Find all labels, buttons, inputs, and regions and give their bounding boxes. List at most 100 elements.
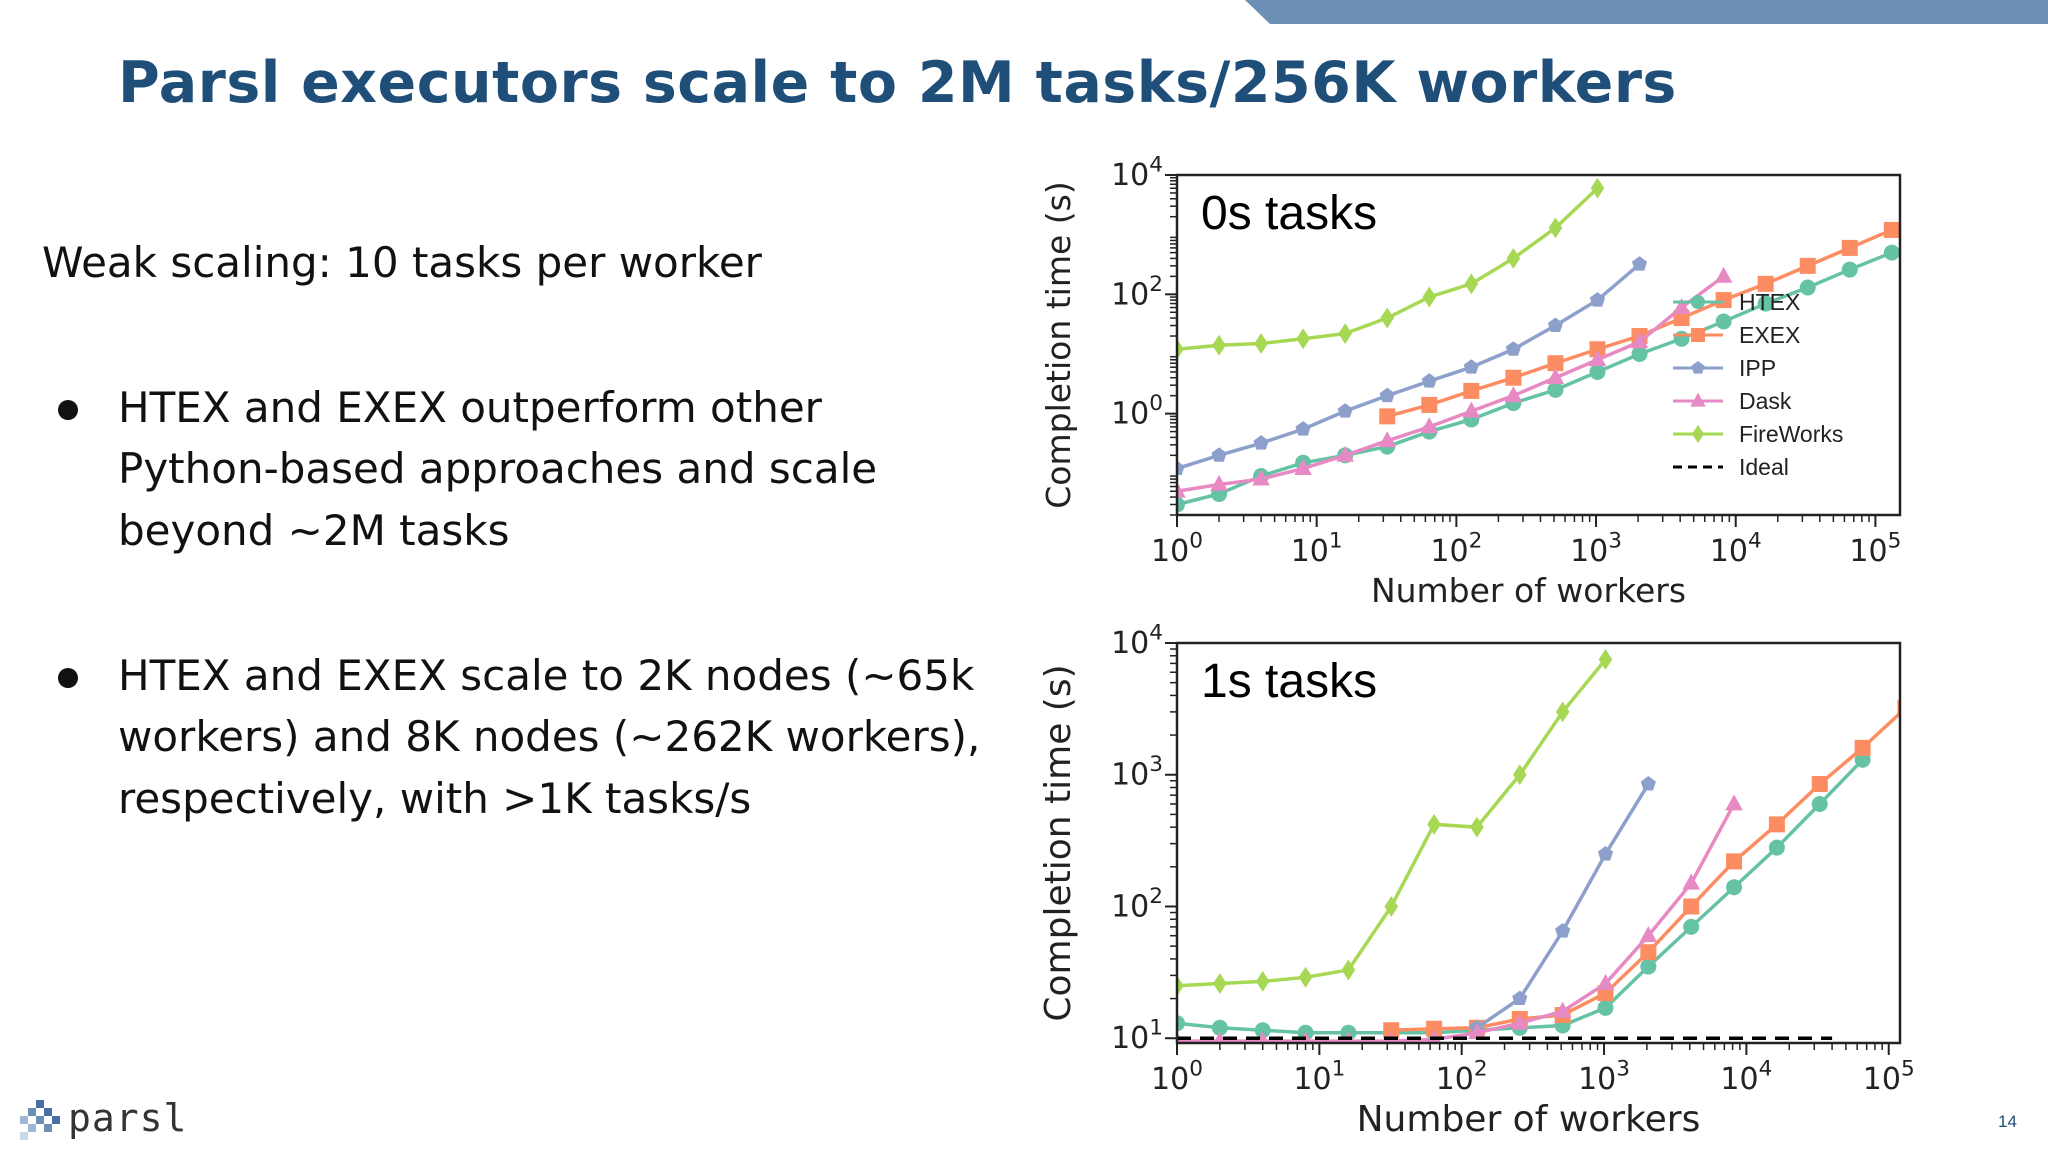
point-dask xyxy=(1672,297,1691,314)
y-tick-label: 102 xyxy=(1111,272,1163,313)
point-exex xyxy=(1426,1020,1443,1037)
bullet-line: Python-based approaches and scale xyxy=(118,444,878,493)
point-fireworks xyxy=(1296,328,1310,350)
y-tick-label: 100 xyxy=(1111,391,1163,432)
point-fireworks xyxy=(1470,816,1484,838)
x-tick-label: 105 xyxy=(1849,529,1901,570)
point-fireworks xyxy=(1212,334,1226,356)
point-dask xyxy=(1210,474,1228,491)
band-shape xyxy=(1245,0,2048,24)
legend-label-ipp: IPP xyxy=(1739,355,1776,381)
point-exex xyxy=(1505,369,1522,386)
point-ipp xyxy=(1337,403,1353,418)
point-fireworks xyxy=(1427,813,1441,835)
series-exex xyxy=(1379,203,1942,425)
point-dask xyxy=(1682,873,1701,890)
point-ipp xyxy=(1640,776,1656,791)
legend-label-ideal: Ideal xyxy=(1739,454,1789,480)
point-htex xyxy=(1631,345,1648,362)
point-htex xyxy=(1799,279,1816,296)
series-line-dask xyxy=(1176,274,1725,493)
bullet-line: respectively, with >1K tasks/s xyxy=(118,774,752,823)
point-htex xyxy=(1211,1019,1228,1036)
point-exex xyxy=(1683,898,1700,915)
series-line-ipp xyxy=(1176,262,1641,471)
point-htex xyxy=(1768,839,1785,856)
point-exex xyxy=(1811,776,1828,793)
y-tick-label: 101 xyxy=(1111,1016,1163,1056)
point-htex xyxy=(1254,1022,1271,1039)
point-ipp xyxy=(1597,846,1614,861)
point-fireworks xyxy=(1422,286,1437,308)
legend-marker-dask xyxy=(1690,392,1706,407)
point-dask xyxy=(1252,469,1270,486)
parsl-logo-icon xyxy=(20,1100,60,1140)
point-ipp xyxy=(1463,359,1479,374)
point-fireworks xyxy=(1548,217,1563,239)
point-exex xyxy=(1640,944,1657,961)
top-decorative-band xyxy=(1245,0,2048,24)
point-fireworks xyxy=(1384,896,1399,917)
point-fireworks xyxy=(1255,971,1270,992)
legend-marker-ipp xyxy=(1691,361,1705,374)
point-exex xyxy=(1926,203,1942,219)
point-exex xyxy=(1589,341,1606,358)
point-fireworks xyxy=(1213,973,1227,994)
point-htex xyxy=(1841,261,1858,278)
legend-label-dask: Dask xyxy=(1739,388,1792,414)
y-tick-label: 102 xyxy=(1111,884,1163,925)
point-htex xyxy=(1589,363,1606,380)
x-tick-label: 101 xyxy=(1293,1057,1345,1098)
legend-marker-fireworks xyxy=(1692,424,1704,444)
plot-area xyxy=(1176,649,1901,1044)
series-line-fireworks xyxy=(1176,658,1607,988)
point-fireworks xyxy=(1590,177,1605,199)
point-ipp xyxy=(1547,317,1564,332)
x-tick-label: 104 xyxy=(1720,1057,1772,1098)
point-fireworks xyxy=(1298,966,1313,988)
point-ipp xyxy=(1253,435,1269,450)
point-dask xyxy=(1294,458,1312,475)
series-line-exex xyxy=(1391,709,1901,1032)
point-exex xyxy=(1854,739,1871,756)
point-exex xyxy=(1883,221,1900,238)
legend-marker-htex xyxy=(1691,295,1705,309)
series-ipp xyxy=(1469,776,1656,1035)
y-axis-label: Completion time (s) xyxy=(1038,664,1079,1021)
point-ipp xyxy=(1211,447,1227,462)
slide-title: Parsl executors scale to 2M tasks/256K w… xyxy=(118,50,1677,116)
point-exex xyxy=(1673,310,1690,327)
point-ipp xyxy=(1505,341,1521,356)
panel-label: 1s tasks xyxy=(1201,655,1377,708)
x-tick-label: 102 xyxy=(1430,529,1482,570)
point-ipp xyxy=(1295,421,1311,436)
legend-label-exex: EXEX xyxy=(1739,322,1800,348)
point-htex xyxy=(1547,381,1564,398)
point-dask xyxy=(1255,1031,1270,1044)
point-dask xyxy=(1504,386,1523,403)
point-fireworks xyxy=(1338,323,1352,344)
bullet-dot xyxy=(58,668,78,688)
point-exex xyxy=(1757,275,1774,292)
point-ipp xyxy=(1589,292,1606,307)
series-htex xyxy=(1176,244,1900,513)
point-htex xyxy=(1683,918,1700,935)
plot-frame xyxy=(1175,173,1902,517)
point-ipp xyxy=(1421,373,1437,388)
point-exex xyxy=(1421,396,1438,413)
point-fireworks xyxy=(1506,248,1521,269)
point-dask xyxy=(1546,368,1565,385)
point-dask xyxy=(1714,266,1733,283)
series-dask xyxy=(1176,794,1743,1044)
point-exex xyxy=(1715,292,1732,309)
point-dask xyxy=(1553,1001,1572,1018)
point-exex xyxy=(1463,382,1480,399)
point-htex xyxy=(1673,330,1690,347)
point-exex xyxy=(1841,239,1858,256)
y-axis-label: Completion time (s) xyxy=(1039,181,1078,509)
series-fireworks xyxy=(1176,177,1605,360)
x-tick-label: 103 xyxy=(1578,1057,1630,1098)
point-exex xyxy=(1799,257,1816,274)
x-tick-label: 102 xyxy=(1436,1057,1488,1098)
